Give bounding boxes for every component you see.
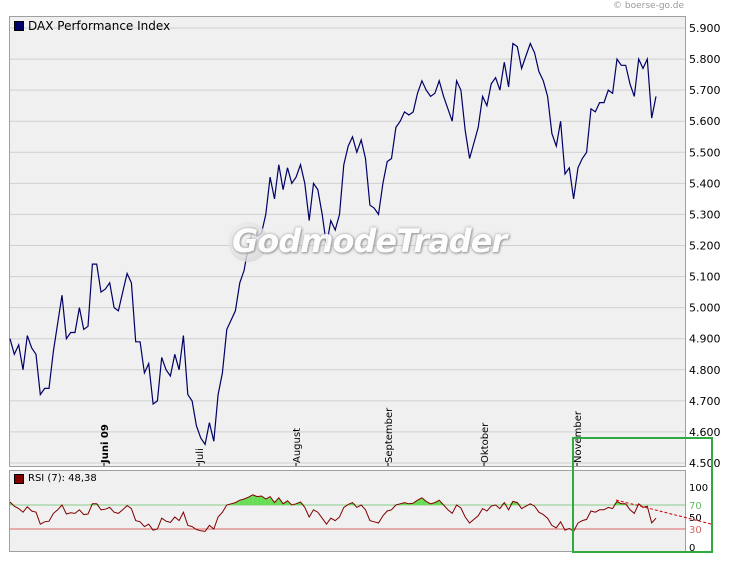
price-chart-panel bbox=[9, 16, 686, 467]
rsi-fill-segment bbox=[252, 494, 258, 505]
price-x-tick-label: August bbox=[292, 428, 303, 463]
rsi-legend-label: RSI (7): 48,38 bbox=[28, 473, 97, 484]
price-x-axis: Juni 09 Juli August September Oktober Novembe… bbox=[100, 407, 584, 466]
rsi-fill-segment bbox=[421, 497, 427, 505]
rsi-overbought-fill bbox=[10, 494, 643, 505]
rsi-fill-segment bbox=[235, 500, 240, 505]
price-y-tick-label: 5.400 bbox=[689, 177, 721, 190]
price-y-tick-label: 5.600 bbox=[689, 115, 721, 128]
copyright-text: © boerse-go.de bbox=[613, 1, 684, 11]
rsi-points bbox=[10, 495, 656, 532]
rsi-fill-segment bbox=[10, 502, 15, 505]
rsi-fill-segment bbox=[417, 497, 422, 505]
rsi-fill-segment bbox=[512, 501, 518, 505]
price-y-tick-label: 5.200 bbox=[689, 240, 721, 253]
price-y-tick-label: 4.600 bbox=[689, 426, 721, 439]
price-x-tick-label: September bbox=[384, 407, 395, 463]
rsi-fill-segment bbox=[88, 503, 93, 505]
price-y-tick-label: 5.100 bbox=[689, 271, 721, 284]
price-legend: DAX Performance Index bbox=[14, 19, 170, 33]
rsi-fill-segment bbox=[634, 503, 639, 505]
price-y-tick-label: 4.800 bbox=[689, 364, 721, 377]
rsi-legend-swatch bbox=[14, 473, 24, 484]
price-y-tick-label: 5.900 bbox=[689, 22, 721, 35]
rsi-y-tick-label: 100 bbox=[689, 483, 708, 494]
rsi-fill-segment bbox=[248, 494, 253, 505]
rsi-y-tick-label: 70 bbox=[689, 501, 702, 512]
watermark-logo-circle bbox=[228, 222, 268, 262]
rsi-y-tick-label: 30 bbox=[689, 525, 702, 536]
price-x-tick-label: Juni 09 bbox=[100, 424, 111, 464]
price-y-tick-label: 5.500 bbox=[689, 146, 721, 159]
rsi-fill-segment bbox=[434, 500, 440, 505]
rsi-series-line bbox=[9, 494, 657, 533]
price-y-tick-label: 4.700 bbox=[689, 395, 721, 408]
price-series-line bbox=[9, 41, 657, 446]
price-y-axis: 5.900 5.800 5.700 5.600 5.500 5.400 5.300 5.200… bbox=[689, 22, 721, 470]
price-legend-label: DAX Performance Index bbox=[28, 19, 171, 33]
rsi-y-tick-label: 50 bbox=[689, 513, 702, 524]
price-y-tick-label: 5.700 bbox=[689, 84, 721, 97]
rsi-trend-line bbox=[615, 499, 712, 525]
rsi-y-tick-label: 0 bbox=[689, 543, 695, 554]
price-x-tick-label: Juli bbox=[195, 448, 206, 464]
price-legend-swatch bbox=[14, 21, 24, 31]
price-x-tick-label: November bbox=[573, 410, 584, 463]
rsi-fill-segment bbox=[244, 497, 249, 505]
price-y-tick-label: 5.800 bbox=[689, 53, 721, 66]
price-y-tick-label: 4.900 bbox=[689, 333, 721, 346]
price-y-tick-label: 5.000 bbox=[689, 302, 721, 315]
price-x-tick-label: Oktober bbox=[480, 422, 491, 463]
watermark-text: GodmodeTrader bbox=[232, 222, 507, 260]
rsi-legend: RSI (7): 48,38 bbox=[14, 473, 97, 484]
price-grid bbox=[10, 27, 685, 464]
rsi-fill-segment bbox=[257, 496, 262, 505]
highlight-box bbox=[572, 437, 713, 553]
price-y-tick-label: 5.300 bbox=[689, 208, 721, 221]
rsi-fill-segment bbox=[239, 499, 245, 505]
